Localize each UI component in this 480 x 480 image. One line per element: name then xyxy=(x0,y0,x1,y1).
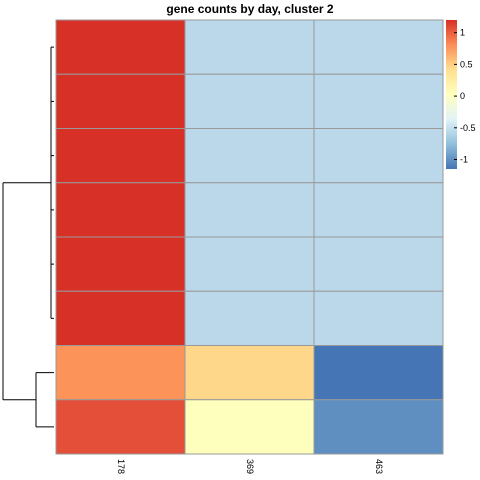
heatmap-cell-r1-c1 xyxy=(55,19,186,75)
heatmap-cell-r4-c2 xyxy=(184,182,315,238)
heatmap-cell-r7-c2 xyxy=(184,345,315,401)
legend-tick-label-1: 1 xyxy=(460,28,465,38)
heatmap-cell-r7-c1 xyxy=(55,345,186,401)
heatmap-cells xyxy=(55,19,444,455)
heatmap-cell-r7-c3 xyxy=(313,345,444,401)
column-label-178: 178 xyxy=(116,459,126,474)
color-legend: 1 0.5 0 -0.5 -1 xyxy=(446,20,476,169)
heatmap-cell-r1-c3 xyxy=(313,19,444,75)
heatmap-cell-r6-c2 xyxy=(184,290,315,346)
heatmap-cell-r8-c2 xyxy=(184,399,315,455)
legend-tick-label-5: -1 xyxy=(460,154,468,164)
heatmap-cell-r6-c3 xyxy=(313,290,444,346)
heatmap-cell-r8-c1 xyxy=(55,399,186,455)
row-dendrogram xyxy=(2,46,54,428)
heatmap-cell-r5-c3 xyxy=(313,236,444,292)
column-label-463: 463 xyxy=(374,459,384,474)
heatmap-cell-r5-c1 xyxy=(55,236,186,292)
heatmap-cell-r4-c1 xyxy=(55,182,186,238)
heatmap-cell-r3-c1 xyxy=(55,128,186,184)
heatmap-cell-r2-c3 xyxy=(313,73,444,129)
heatmap-cell-r1-c2 xyxy=(184,19,315,75)
heatmap-cell-r3-c2 xyxy=(184,128,315,184)
heatmap-cell-r4-c3 xyxy=(313,182,444,238)
chart-title: gene counts by day, cluster 2 xyxy=(166,2,333,16)
column-label-369: 369 xyxy=(245,459,255,474)
legend-tick-label-4: -0.5 xyxy=(460,123,476,133)
legend-tick-label-2: 0.5 xyxy=(460,59,473,69)
heatmap-cell-r2-c2 xyxy=(184,73,315,129)
legend-color-bar xyxy=(446,20,457,169)
heatmap-cell-r2-c1 xyxy=(55,73,186,129)
heatmap-cell-r3-c3 xyxy=(313,128,444,184)
heatmap-cell-r5-c2 xyxy=(184,236,315,292)
heatmap-cell-r8-c3 xyxy=(313,399,444,455)
legend-ticks: 1 0.5 0 -0.5 -1 xyxy=(454,28,476,164)
column-labels: 178 369 463 xyxy=(116,459,384,474)
heatmap-cell-r6-c1 xyxy=(55,290,186,346)
legend-tick-label-3: 0 xyxy=(460,91,465,101)
